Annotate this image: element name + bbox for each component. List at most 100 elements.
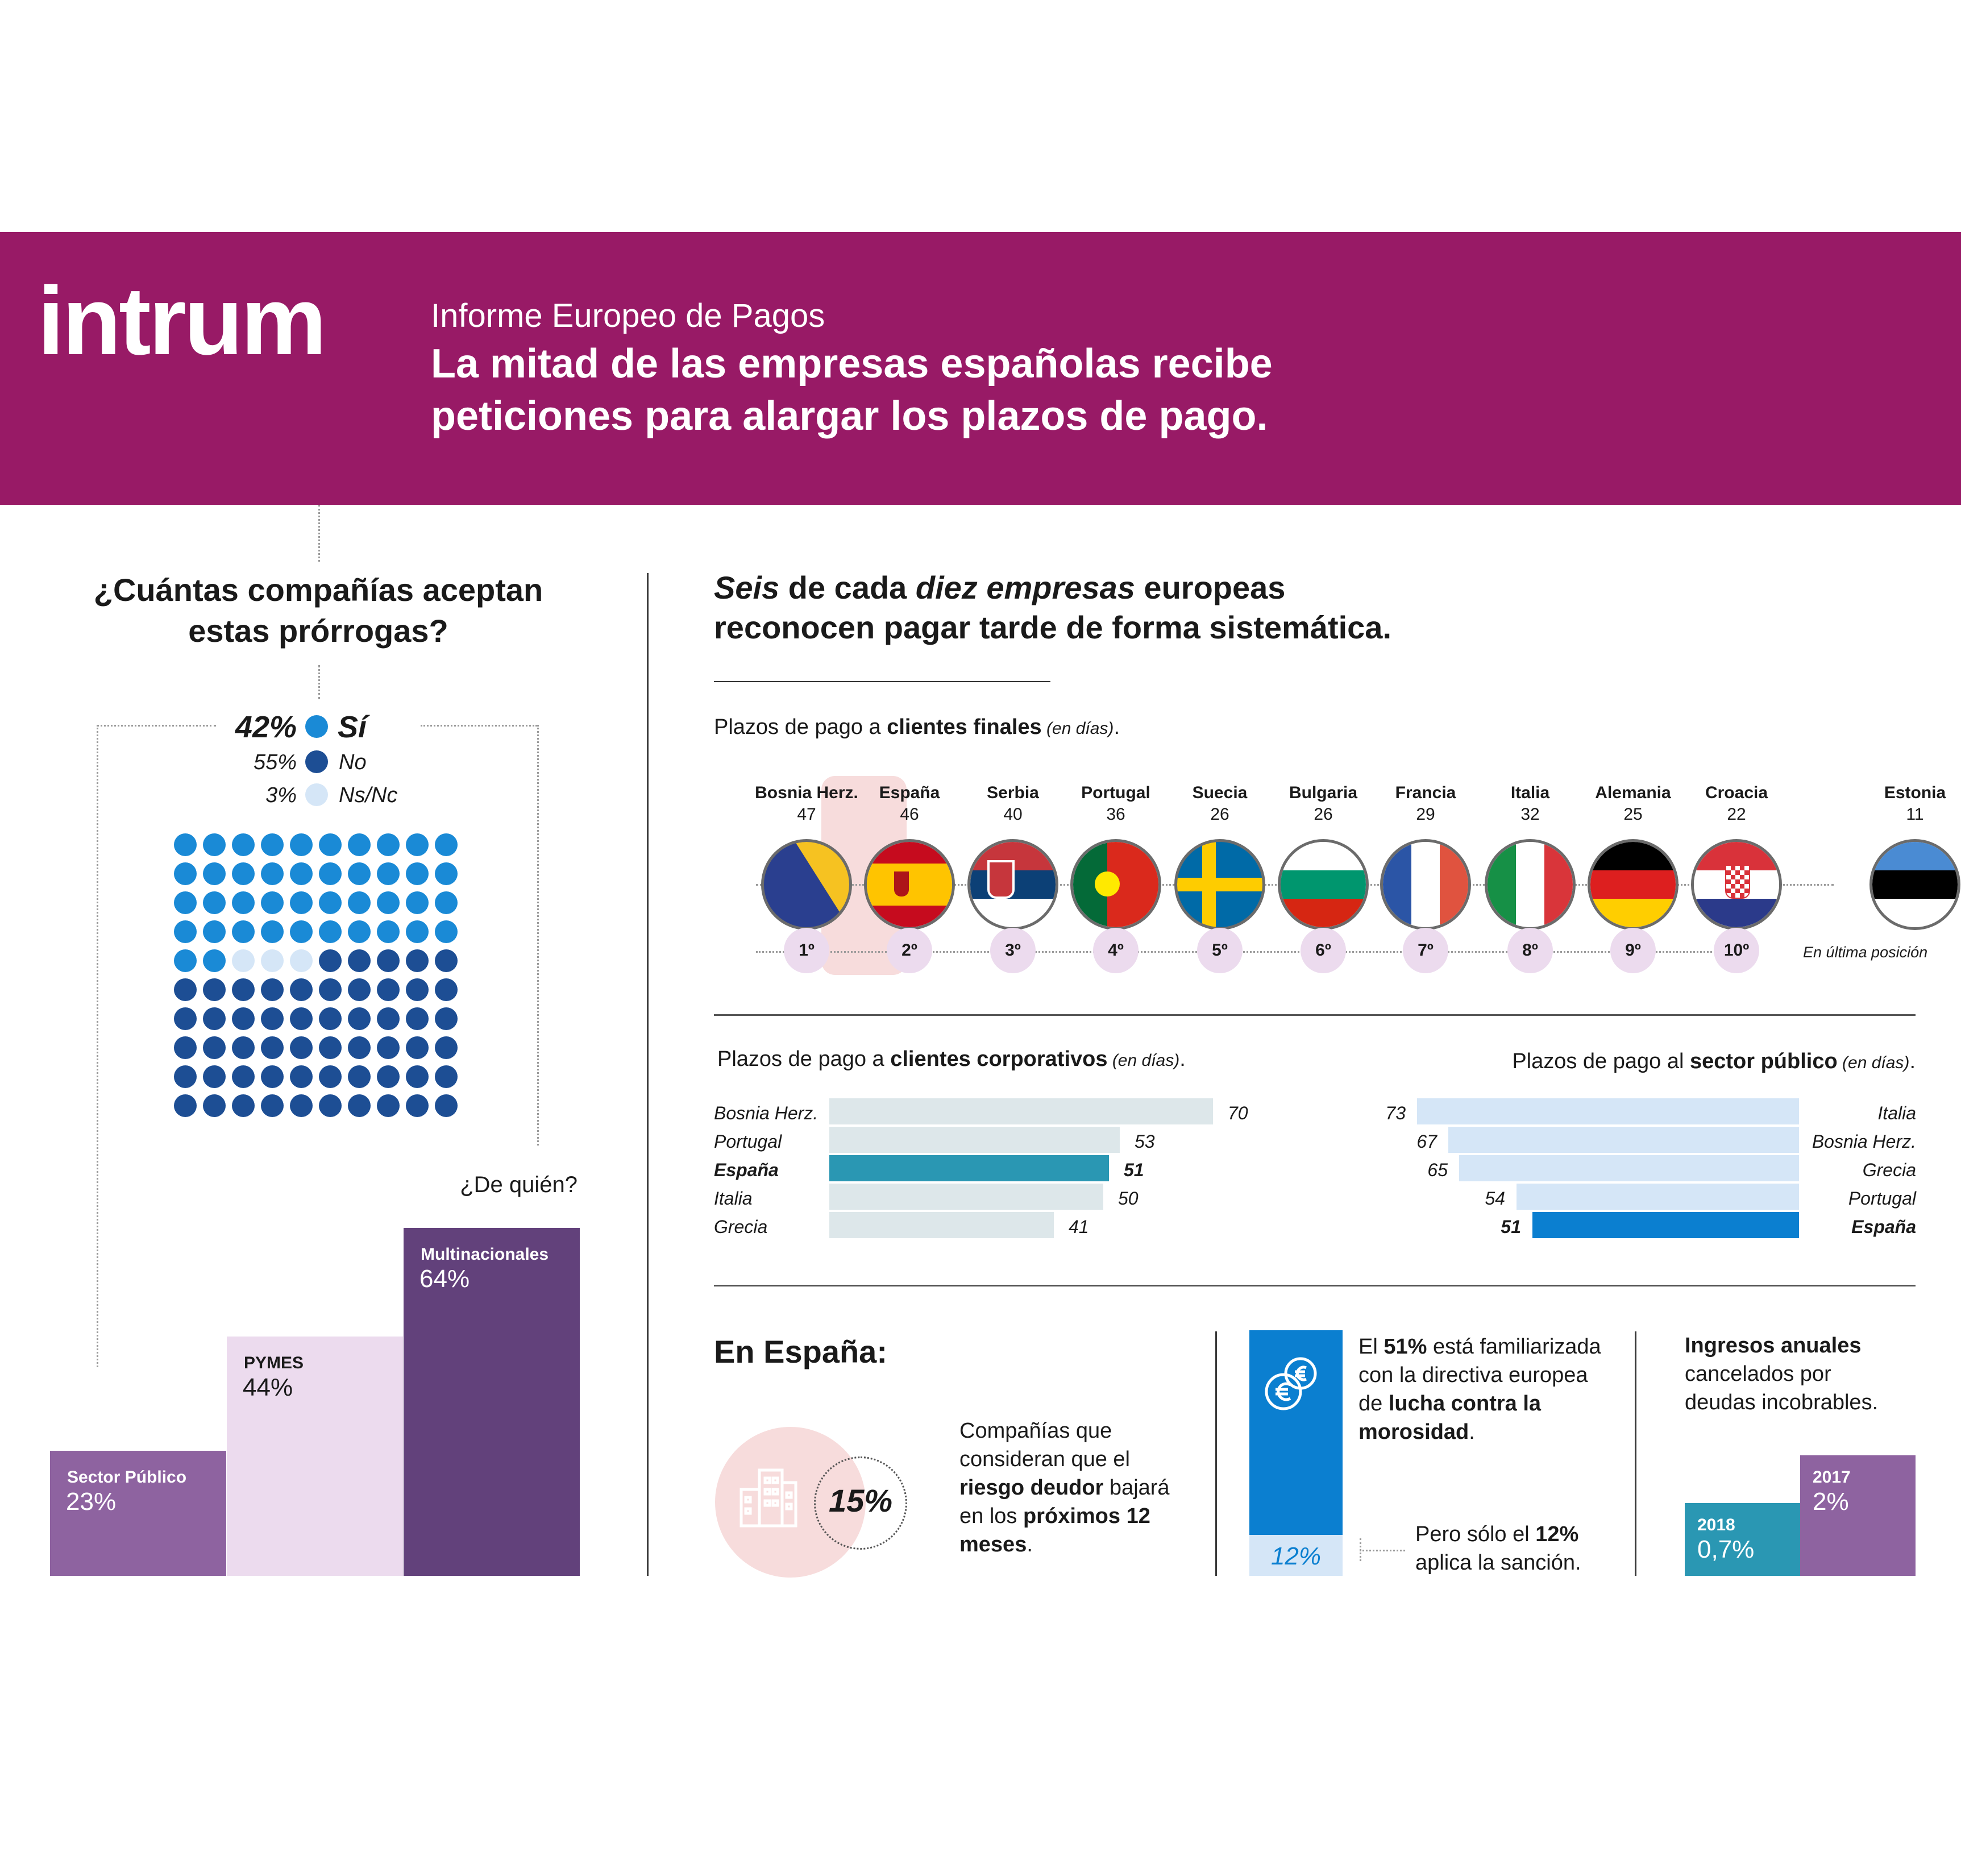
ranks-line: [756, 951, 1722, 953]
waffle-dot-si: [174, 891, 197, 914]
waffle-dot-no: [406, 949, 429, 972]
directive-bar: [1249, 1330, 1343, 1535]
corp-bar-value: 51: [1124, 1160, 1144, 1180]
waffle-dot-si: [203, 949, 226, 972]
public-bar-value: 51: [1501, 1217, 1521, 1237]
pub-post: (en días): [1837, 1053, 1910, 1072]
directive-text-l4: morosidad.: [1358, 1421, 1475, 1443]
waffle-dot-no: [290, 1094, 313, 1117]
waffle-dot-no: [406, 978, 429, 1001]
right-title-line2: reconocen pagar tarde de forma sistemáti…: [714, 609, 1391, 645]
flag-band: [1694, 899, 1779, 927]
who-bar: PYMES 44%: [227, 1337, 403, 1576]
header-title-line1: La mitad de las empresas españolas recib…: [431, 341, 1273, 387]
legend-nsnc-pct: 3%: [265, 783, 297, 807]
waffle-dot-no: [203, 1065, 226, 1088]
risk-text-l4: en los próximos 12: [959, 1505, 1150, 1527]
corp-bar-label: Portugal: [714, 1131, 782, 1152]
waffle-dot-no: [377, 1065, 400, 1088]
waffle-dot-no: [406, 1065, 429, 1088]
dir-bold-pct: 51%: [1383, 1335, 1427, 1359]
legend-si-dot: [305, 715, 328, 738]
waffle-dot-no: [348, 1094, 371, 1117]
waffle-dot-si: [174, 949, 197, 972]
waffle-dot-no: [435, 978, 458, 1001]
waffle-dot-no: [261, 1007, 284, 1030]
flag-band: [1281, 899, 1366, 927]
waffle-dot-si: [348, 862, 371, 885]
dir-l1-rest: está familiarizada: [1427, 1335, 1601, 1359]
country-name: Croacia: [1705, 783, 1768, 802]
bracket-line: [97, 725, 98, 1367]
cf-post: (en días): [1041, 719, 1114, 738]
public-bar-label: Portugal: [1848, 1188, 1916, 1209]
country-name: Bulgaria: [1289, 783, 1358, 802]
spain-divider-2: [1635, 1331, 1636, 1576]
directive-text-l3: de lucha contra la: [1358, 1393, 1541, 1414]
corp-bar-value: 50: [1118, 1188, 1139, 1209]
legend-no-label: No: [339, 750, 367, 774]
waffle-dot-si: [406, 891, 429, 914]
waffle-dot-no: [319, 978, 342, 1001]
waffle-dot-no: [261, 1094, 284, 1117]
corp-post: (en días): [1107, 1051, 1180, 1070]
waffle-dot-no: [348, 1065, 371, 1088]
waffle-dot-si: [174, 833, 197, 856]
waffle-dot-si: [377, 920, 400, 943]
waffle-dot-si: [203, 833, 226, 856]
flag-band: [1281, 842, 1366, 870]
ingresos-l3: deudas incobrables.: [1685, 1391, 1879, 1414]
country-days: 25: [1623, 805, 1643, 824]
waffle-dot-no: [203, 1036, 226, 1059]
corp-bar: [829, 1212, 1054, 1238]
country-days: 22: [1727, 805, 1746, 824]
country-days: 26: [1314, 805, 1333, 824]
waffle-dot-si: [348, 833, 371, 856]
waffle-dot-no: [261, 978, 284, 1001]
waffle-dot-si: [435, 862, 458, 885]
waffle-dot-no: [348, 1036, 371, 1059]
column-divider: [647, 573, 649, 1576]
corp-bar: [829, 1098, 1213, 1124]
waffle-dot-si: [319, 862, 342, 885]
waffle-dot-no: [261, 1036, 284, 1059]
sanction-pct: 12%: [1270, 1542, 1322, 1570]
waffle-dot-si: [290, 862, 313, 885]
public-bar-label: Bosnia Herz.: [1812, 1131, 1916, 1152]
waffle-dot-no: [174, 1094, 197, 1117]
country-days: 32: [1520, 805, 1540, 824]
waffle-dot-no: [174, 1007, 197, 1030]
pub-bold: sector público: [1689, 1049, 1838, 1073]
waffle-dot-no: [406, 1094, 429, 1117]
public-bar: [1459, 1155, 1799, 1181]
waffle-dot-no: [435, 1007, 458, 1030]
public-bar-chart: 73 Italia 67 Bosnia Herz. 65 Grecia 54 Portugal…: [1364, 1098, 1918, 1246]
corporativos-label: Plazos de pago a clientes corporativos (…: [717, 1048, 1186, 1070]
flag-band: [1694, 842, 1779, 870]
waffle-dot-si: [203, 920, 226, 943]
waffle-dot-si: [203, 891, 226, 914]
ingresos-bar-year: 2018: [1697, 1516, 1735, 1534]
waffle-dot-si: [174, 862, 197, 885]
who-bar-chart: Sector Público 23% PYMES 44% Multinacionales…: [50, 1228, 580, 1576]
waffle-dot-no: [435, 1094, 458, 1117]
waffle-dot-no: [319, 1094, 342, 1117]
waffle-dot-si: [319, 920, 342, 943]
dir-l1-pre: El: [1358, 1335, 1384, 1359]
corp-bar-label: Italia: [714, 1188, 753, 1209]
waffle-dot-no: [232, 1007, 255, 1030]
public-bar: [1448, 1127, 1799, 1153]
legend-si-label: Sí: [338, 710, 367, 744]
rank-badge: 7º: [1403, 928, 1448, 973]
waffle-dot-nsnc: [261, 949, 284, 972]
bracket-line: [421, 725, 537, 727]
waffle-dot-no: [319, 1036, 342, 1059]
waffle-dot-no: [203, 1094, 226, 1117]
waffle-dot-no: [377, 1007, 400, 1030]
flags-line: [756, 884, 1834, 886]
title-word-diez: diez empresas: [915, 570, 1135, 605]
public-bar: [1517, 1184, 1799, 1210]
country-name: Francia: [1395, 783, 1456, 802]
country-days: 29: [1416, 805, 1435, 824]
waffle-dot-no: [232, 1065, 255, 1088]
